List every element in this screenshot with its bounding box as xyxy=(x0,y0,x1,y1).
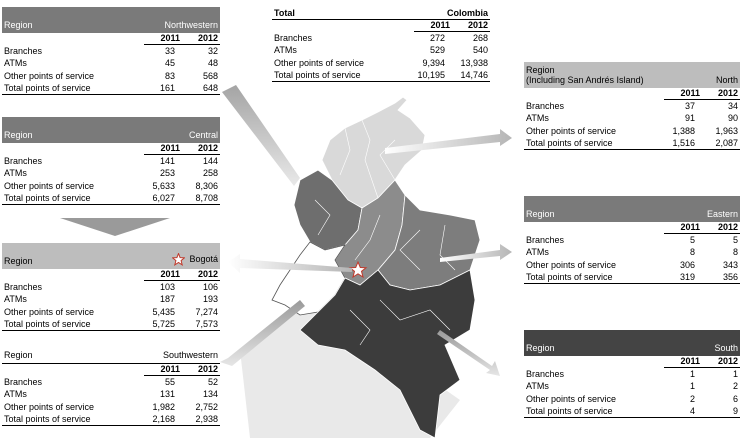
table-row: Other points of service 306 343 xyxy=(526,259,738,270)
table-row: ATMs 45 48 xyxy=(4,58,218,69)
table-south-title-right: South xyxy=(714,343,738,353)
arrow-to-northwestern xyxy=(222,85,300,186)
table-row: Other points of service 9,394 13,938 xyxy=(274,57,488,68)
table-colombia-title-left: Total xyxy=(274,8,295,18)
table-row: Branches 272 268 xyxy=(274,33,488,44)
table-row: Total points of service 2,168 2,938 xyxy=(2,413,220,426)
table-row: ATMs 187 193 xyxy=(4,294,218,305)
table-row: ATMs 8 8 xyxy=(526,247,738,258)
map-region-south xyxy=(299,269,476,438)
table-row: Total points of service 1,516 2,087 xyxy=(524,137,740,150)
table-southwestern-title-right: Southwestern xyxy=(162,350,218,360)
table-row: ATMs 253 258 xyxy=(4,168,218,179)
table-row: Other points of service 5,435 7,274 xyxy=(4,306,218,317)
table-northwestern-title-left: Region xyxy=(4,20,33,30)
table-northwestern-title-right: Northwestern xyxy=(164,20,218,30)
table-row: Total points of service 319 356 xyxy=(524,271,740,284)
table-row: Total points of service 5,725 7,573 xyxy=(2,318,220,331)
table-row: Branches 103 106 xyxy=(4,282,218,293)
table-row: Branches 33 32 xyxy=(4,46,218,57)
arrow-to-south xyxy=(437,330,500,376)
bogota-star-icon xyxy=(172,253,186,266)
table-southwestern: Region Southwestern 2011 2012 Branches 55 5… xyxy=(2,344,220,426)
table-eastern-title-right: Eastern xyxy=(706,209,738,219)
map-department-borders xyxy=(299,119,456,346)
table-row: Branches 1 1 xyxy=(526,369,738,380)
table-central-title-left: Region xyxy=(4,130,33,140)
table-eastern-title-left: Region xyxy=(526,209,555,219)
table-row: Other points of service 5,633 8,306 xyxy=(4,180,218,191)
table-north-subtitle: (Including San Andrés Island) xyxy=(526,75,644,85)
table-row: Total points of service 4 9 xyxy=(524,405,740,418)
table-row: Other points of service 2 6 xyxy=(526,393,738,404)
table-central: Region Central 2011 2012 Branches 141 144 A… xyxy=(2,117,220,205)
table-northwestern: Region Northwestern 2011 2012 Branches 33 3… xyxy=(2,7,220,95)
table-row: Other points of service 83 568 xyxy=(4,70,218,81)
table-row: Branches 55 52 xyxy=(4,377,218,388)
table-bogota: Region Bogotá 2011 2012 Branches 103 106 AT… xyxy=(2,243,220,331)
table-row: Other points of service 1,388 1,963 xyxy=(526,125,738,136)
table-row: ATMs 529 540 xyxy=(274,45,488,56)
table-row: Total points of service 6,027 8,708 xyxy=(2,192,220,205)
arrow-to-southwestern xyxy=(220,300,305,366)
arrow-to-north xyxy=(385,129,512,154)
bogota-star-marker xyxy=(348,260,368,279)
table-north-title-right: North xyxy=(715,75,738,85)
table-row: Other points of service 1,982 2,752 xyxy=(4,401,218,412)
table-eastern: Region Eastern 2011 2012 Branches 5 5 ATMs 8… xyxy=(524,196,740,284)
arrow-central-to-bogota xyxy=(60,218,170,236)
table-row: ATMs 91 90 xyxy=(526,113,738,124)
table-south-title-left: Region xyxy=(526,343,555,353)
table-southwestern-title-left: Region xyxy=(4,350,33,360)
table-row: ATMs 1 2 xyxy=(526,381,738,392)
table-bogota-title-right: Bogotá xyxy=(189,253,218,264)
map-shadow xyxy=(240,300,460,438)
table-row: Branches 141 144 xyxy=(4,156,218,167)
arrow-to-bogota xyxy=(228,254,352,273)
table-row: Total points of service 10,195 14,746 xyxy=(272,69,490,82)
table-north: Region (Including San Andrés Island) Nor… xyxy=(524,62,740,150)
table-bogota-title-left: Region xyxy=(4,256,33,266)
table-colombia: Total Colombia 2011 2012 Branches 272 268 A… xyxy=(272,6,490,82)
table-south: Region South 2011 2012 Branches 1 1 ATMs 1 2 … xyxy=(524,330,740,418)
table-colombia-title-right: Colombia xyxy=(446,8,488,18)
arrow-to-eastern xyxy=(440,244,512,262)
table-north-title-left: Region xyxy=(526,65,555,75)
table-row: Branches 5 5 xyxy=(526,235,738,246)
table-row: ATMs 131 134 xyxy=(4,389,218,400)
table-row: Total points of service 161 648 xyxy=(2,82,220,95)
table-row: Branches 37 34 xyxy=(526,101,738,112)
table-central-title-right: Central xyxy=(188,130,218,140)
